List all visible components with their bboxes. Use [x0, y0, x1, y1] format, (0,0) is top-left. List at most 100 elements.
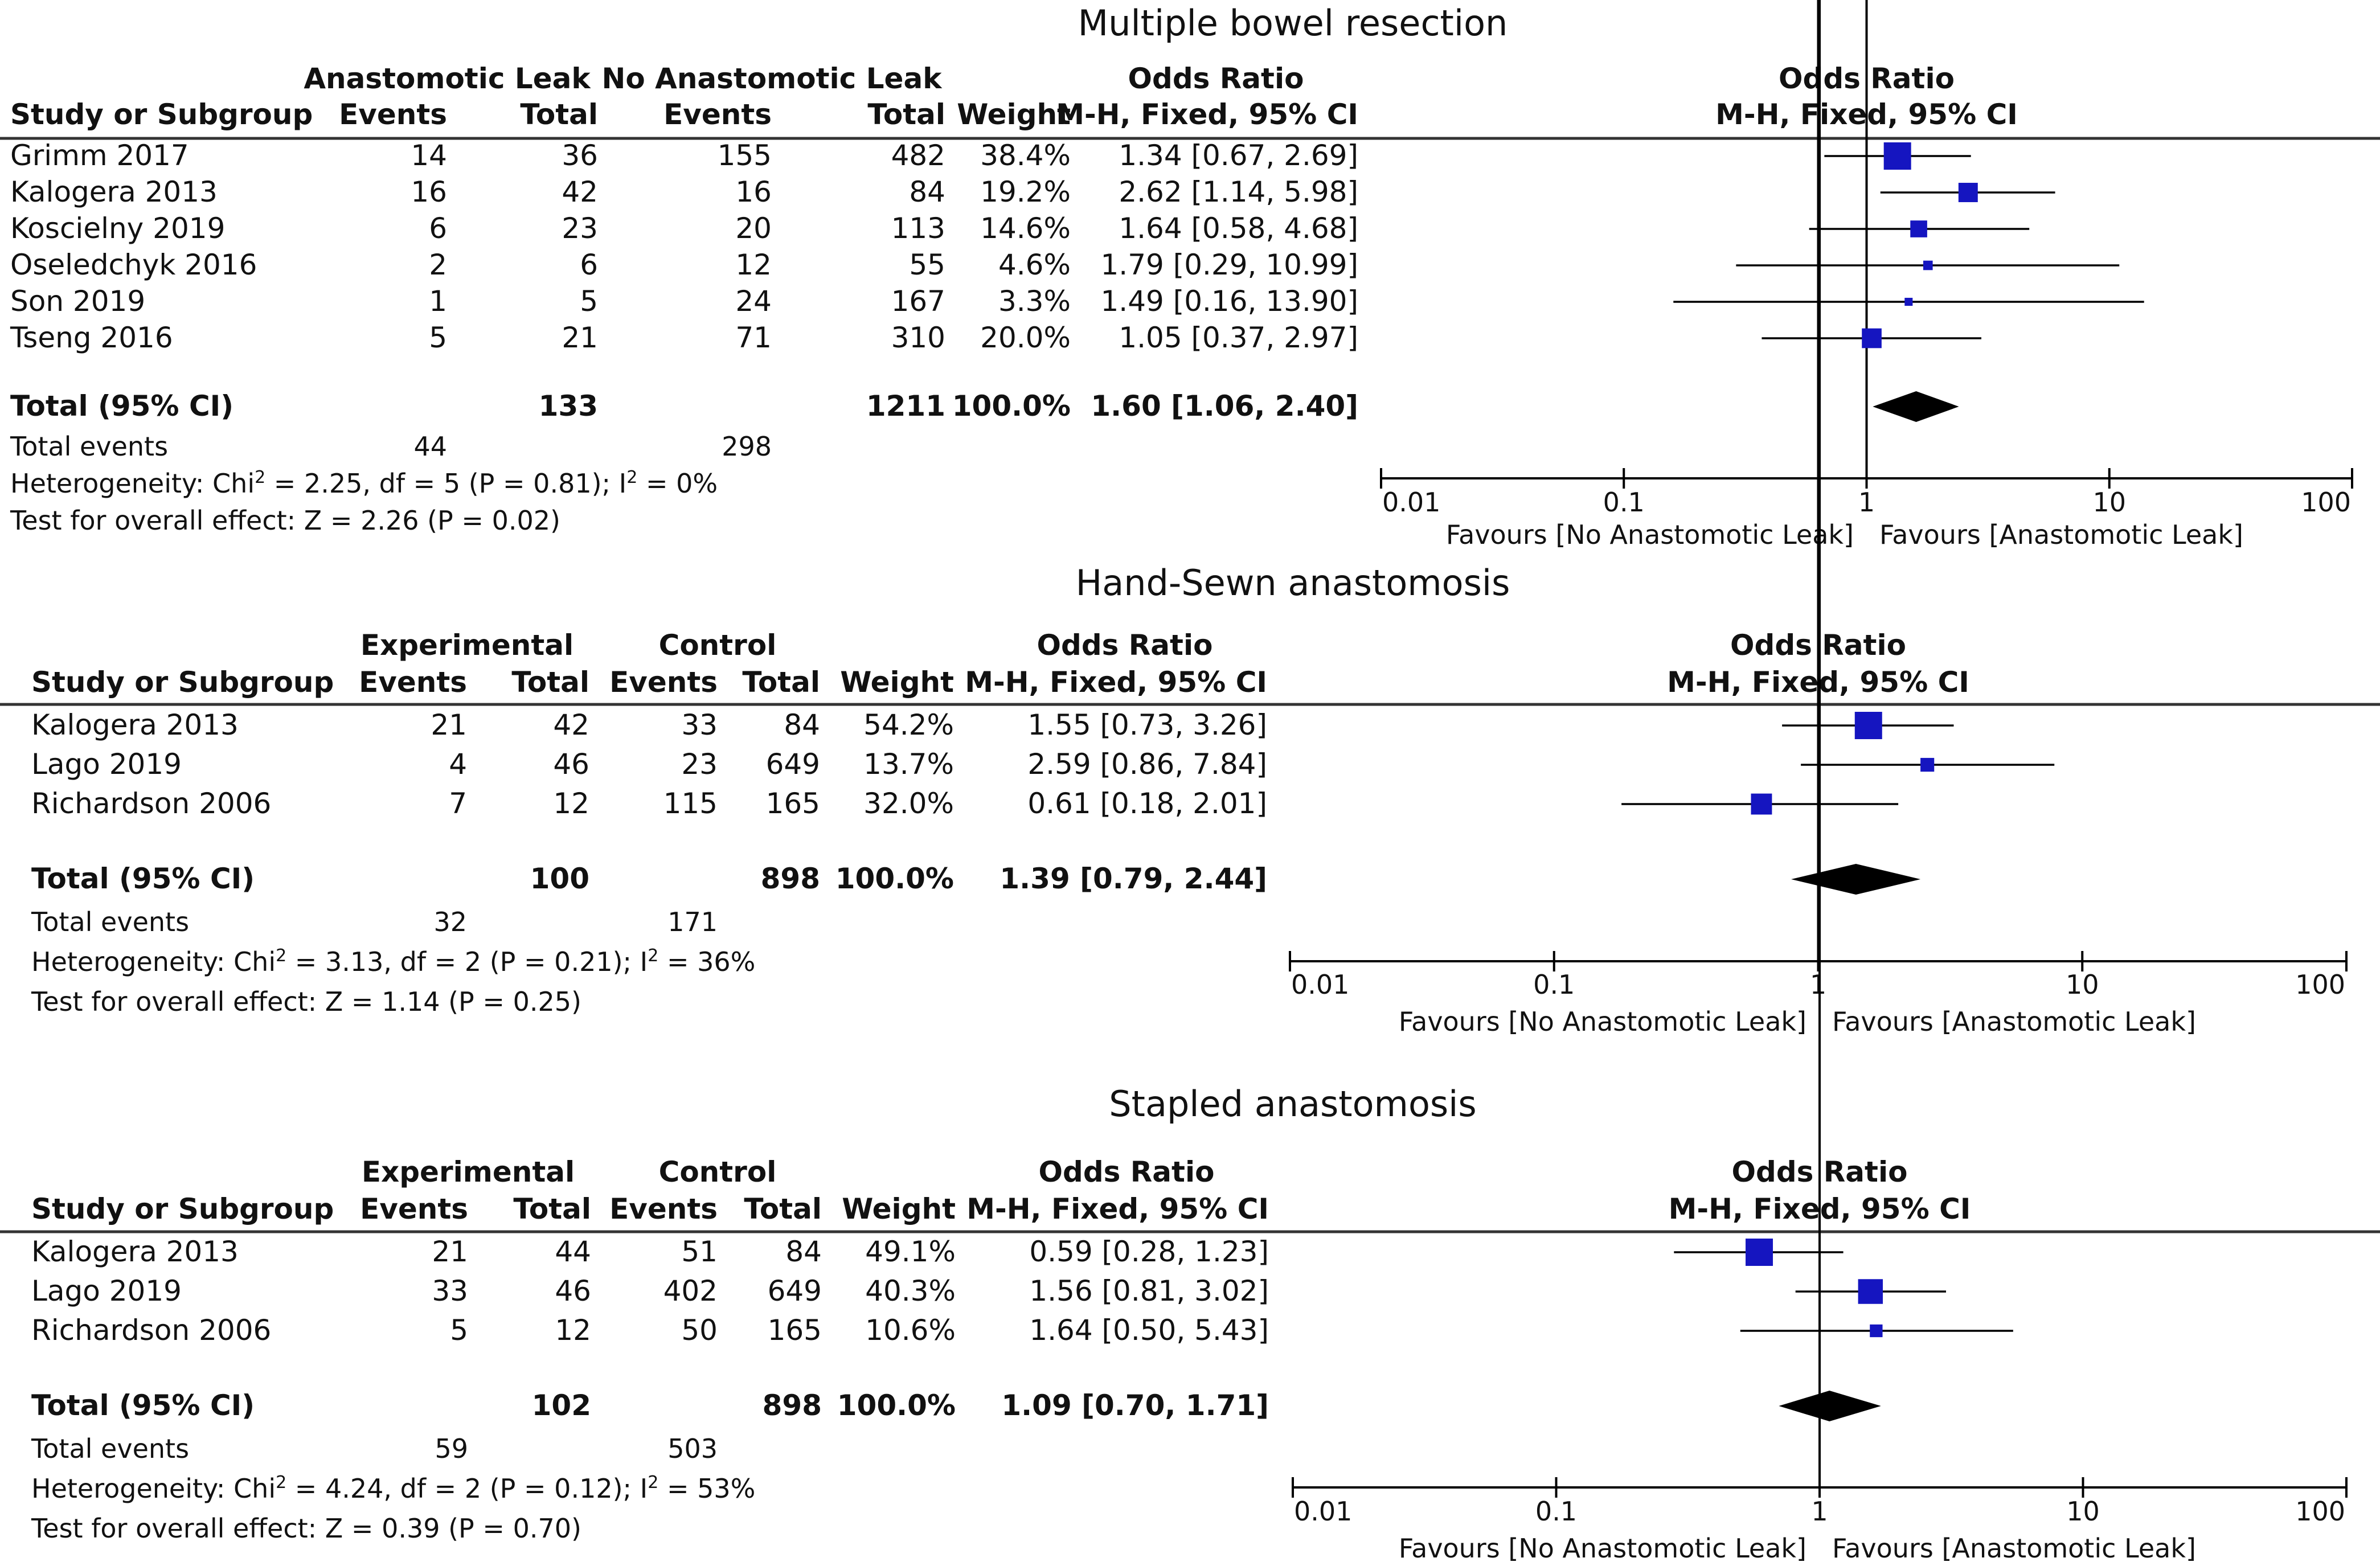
weight: 19.2% — [980, 175, 1071, 208]
overall-effect-test: Test for overall effect: Z = 1.14 (P = 0… — [31, 986, 581, 1017]
study-row: Richardson 2006 5 12 50 165 10.6% 1.64 [0.50, … — [31, 1314, 2013, 1347]
total-2: 898 — [763, 1389, 822, 1422]
total-1: 23 — [562, 212, 598, 245]
events-1: 2 — [429, 248, 447, 281]
total-2: 113 — [891, 212, 945, 245]
col-study-header: Study or Subgroup — [31, 1192, 334, 1225]
weight: 40.3% — [865, 1274, 956, 1307]
odds-ratio-header: Odds Ratio — [1039, 1155, 1215, 1188]
study-effect-square — [1923, 260, 1933, 270]
overall-effect-test: Test for overall effect: Z = 0.39 (P = 0… — [31, 1513, 581, 1544]
study-row: Lago 2019 33 46 402 649 40.3% 1.56 [0.81, 3.02… — [31, 1274, 1947, 1307]
events-2: 12 — [735, 248, 772, 281]
col-events2-header: Events — [609, 666, 718, 699]
x-axis-tick-label: 0.01 — [1382, 487, 1440, 518]
study-effect-square — [1904, 297, 1913, 306]
col-ci-header: M-H, Fixed, 95% CI — [1056, 98, 1358, 131]
col-weight-header: Weight — [957, 98, 1071, 131]
study-name: Richardson 2006 — [31, 787, 271, 820]
col-total2-header: Total — [744, 1192, 822, 1225]
col-events1-header: Events — [360, 1192, 468, 1225]
events-1: 33 — [432, 1274, 468, 1307]
total-events-2: 298 — [722, 431, 772, 462]
odds-ratio-ci: 0.59 [0.28, 1.23] — [1029, 1235, 1269, 1268]
x-axis-tick-label: 0.01 — [1294, 1496, 1352, 1527]
col-ci-header: M-H, Fixed, 95% CI — [965, 666, 1267, 699]
events-1: 7 — [449, 787, 467, 820]
panel-title: Stapled anastomosis — [1109, 1083, 1476, 1125]
events-2: 24 — [735, 285, 772, 318]
odds-ratio-ci: 1.55 [0.73, 3.26] — [1027, 708, 1267, 741]
col-total1-header: Total — [520, 98, 598, 131]
study-name: Tseng 2016 — [10, 321, 173, 354]
col-events1-header: Events — [339, 98, 447, 131]
study-effect-square — [1751, 793, 1772, 815]
study-row: Richardson 2006 7 12 115 165 32.0% 0.61 [0.18,… — [31, 787, 1899, 820]
x-axis-tick-label: 100 — [2301, 487, 2351, 518]
events-2: 51 — [681, 1235, 718, 1268]
x-axis-tick-label: 0.1 — [1533, 969, 1575, 1000]
total-2: 84 — [909, 175, 945, 208]
odds-ratio-ci: 1.05 [0.37, 2.97] — [1119, 321, 1358, 354]
total-events-label: Total events — [10, 431, 168, 462]
group-label-2: No Anastomotic Leak — [602, 62, 943, 95]
study-effect-square — [1870, 1324, 1883, 1338]
total-2: 649 — [768, 1274, 822, 1307]
total-2: 310 — [891, 321, 945, 354]
col-total1-header: Total — [513, 1192, 591, 1225]
total-events-row: Total events 32 171 — [31, 907, 718, 937]
study-name: Lago 2019 — [31, 1274, 182, 1307]
panel-title: Hand-Sewn anastomosis — [1076, 562, 1510, 604]
study-row: Oseledchyk 2016 2 6 12 55 4.6% 1.79 [0.29, 10.… — [10, 248, 2120, 281]
group-label-2: Control — [659, 629, 777, 662]
total-events-row: Total events 59 503 — [31, 1433, 718, 1464]
odds-ratio-ci: 0.61 [0.18, 2.01] — [1027, 787, 1267, 820]
total-1: 133 — [539, 390, 598, 423]
weight: 4.6% — [998, 248, 1071, 281]
heterogeneity-stat: Heterogeneity: Chi2 = 3.13, df = 2 (P = … — [31, 946, 755, 978]
study-effect-square — [1958, 183, 1978, 202]
events-2: 71 — [735, 321, 772, 354]
study-name: Kalogera 2013 — [31, 1235, 239, 1268]
total-2: 165 — [768, 1314, 822, 1347]
total-row: Total (95% CI) 133 1211 100.0% 1.60 [1.06, 2… — [10, 390, 1959, 423]
events-1: 6 — [429, 212, 447, 245]
col-total1-header: Total — [511, 666, 589, 699]
events-1: 14 — [411, 139, 447, 172]
odds-ratio-ci: 1.64 [0.50, 5.43] — [1029, 1314, 1269, 1347]
col-events2-header: Events — [609, 1192, 718, 1225]
study-name: Lago 2019 — [31, 748, 182, 781]
total-2: 898 — [761, 862, 820, 895]
odds-ratio-ci: 1.56 [0.81, 3.02] — [1029, 1274, 1269, 1307]
group-label-1: Experimental — [361, 629, 574, 662]
favours-right-label: Favours [Anastomotic Leak] — [1832, 1006, 2196, 1037]
study-name: Grimm 2017 — [10, 139, 189, 172]
total-events-2: 171 — [667, 907, 718, 937]
weight: 14.6% — [980, 212, 1071, 245]
events-1: 16 — [411, 175, 447, 208]
favours-right-label: Favours [Anastomotic Leak] — [1832, 1533, 2196, 1564]
x-axis: 0.01 0.1 1 10 100 Favours [No Anastomotic Lea… — [1289, 951, 2348, 1037]
total-weight: 100.0% — [952, 390, 1071, 423]
study-name: Richardson 2006 — [31, 1314, 271, 1347]
total-events-1: 44 — [413, 431, 447, 462]
study-effect-square — [1858, 1279, 1883, 1304]
odds-ratio-header: Odds Ratio — [1037, 629, 1213, 662]
col-total2-header: Total — [867, 98, 945, 131]
total-1: 100 — [530, 862, 589, 895]
study-name: Son 2019 — [10, 285, 145, 318]
total-2: 84 — [784, 708, 820, 741]
odds-ratio-ci: 1.79 [0.29, 10.99] — [1101, 248, 1359, 281]
total-events-2: 503 — [667, 1433, 718, 1464]
favours-left-label: Favours [No Anastomotic Leak] — [1399, 1006, 1806, 1037]
total-2: 167 — [891, 285, 945, 318]
odds-ratio-ci: 1.64 [0.58, 4.68] — [1119, 212, 1358, 245]
study-effect-square — [1910, 220, 1927, 237]
total-2: 649 — [766, 748, 820, 781]
total-1: 42 — [553, 708, 589, 741]
study-row: Kalogera 2013 21 42 33 84 54.2% 1.55 [0.73, 3.… — [31, 708, 1954, 741]
total-1: 102 — [532, 1389, 591, 1422]
x-axis-tick-label: 10 — [2092, 487, 2126, 518]
total-label: Total (95% CI) — [31, 862, 255, 895]
forest-panel: Multiple bowel resection Anastomotic Leak… — [0, 0, 2380, 550]
